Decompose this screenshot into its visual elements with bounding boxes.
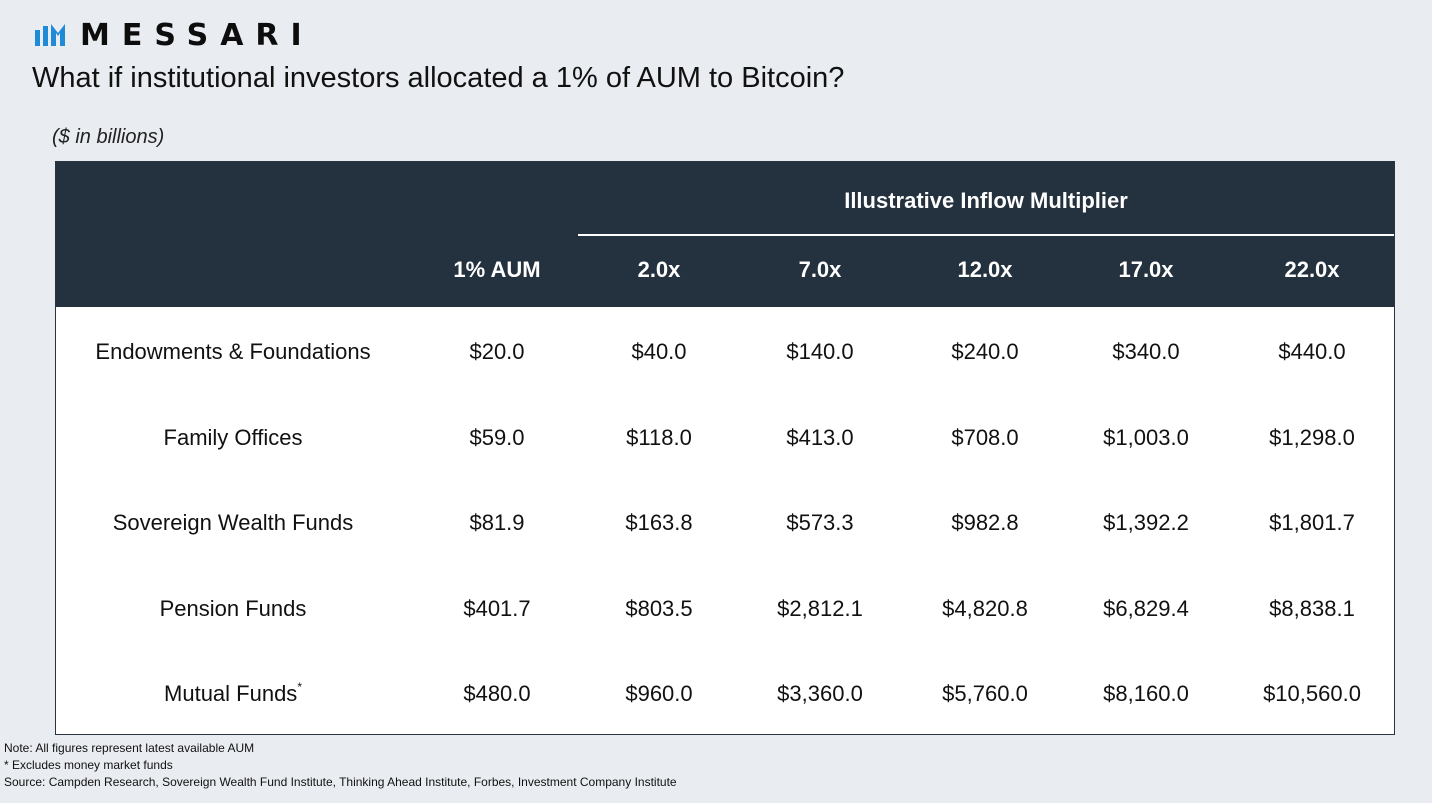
row-label-mutual-funds-text: Mutual Funds	[164, 681, 298, 706]
header-divider	[578, 234, 1394, 236]
row-label-sovereign-wealth: Sovereign Wealth Funds	[112, 510, 354, 535]
row-label-mutual-funds: Mutual Funds*	[164, 679, 302, 707]
messari-logo: MESSARI	[34, 17, 314, 53]
cell-mutual-funds-7x: $3,360.0	[777, 681, 863, 706]
cell-endowments-7x: $140.0	[786, 339, 854, 364]
cell-family-offices-12x: $708.0	[951, 424, 1019, 450]
cell-pension-funds-17x: $6,829.4	[1103, 595, 1189, 621]
cell-mutual-funds-2x: $960.0	[625, 681, 693, 706]
mutual-funds-asterisk: *	[297, 679, 302, 694]
cell-family-offices-7x: $413.0	[786, 424, 854, 450]
column-header-17x: 17.0x	[1118, 257, 1174, 282]
messari-wordmark: MESSARI	[80, 17, 314, 53]
column-header-7x: 7.0x	[798, 257, 842, 282]
cell-family-offices-2x: $118.0	[626, 424, 692, 450]
inflow-multiplier-header: Illustrative Inflow Multiplier	[844, 188, 1128, 213]
cell-sovereign-wealth-7x: $573.3	[786, 510, 854, 535]
cell-mutual-funds-17x: $8,160.0	[1103, 681, 1189, 706]
cell-sovereign-wealth-2x: $163.8	[625, 510, 693, 535]
cell-sovereign-wealth-12x: $982.8	[951, 510, 1019, 535]
table-header: Illustrative Inflow Multiplier 1% AUM 2.…	[56, 162, 1394, 307]
cell-endowments-12x: $240.0	[951, 339, 1019, 364]
cell-mutual-funds-1pct: $480.0	[463, 681, 531, 706]
cell-pension-funds-12x: $4,820.8	[942, 595, 1028, 621]
cell-pension-funds-1pct: $401.7	[463, 595, 531, 621]
footnote-exclusion: * Excludes money market funds	[4, 758, 173, 772]
cell-sovereign-wealth-17x: $1,392.2	[1103, 510, 1189, 535]
cell-endowments-2x: $40.0	[631, 339, 687, 364]
chart-title: What if institutional investors allocate…	[32, 62, 845, 94]
column-header-1pct-aum: 1% AUM	[453, 257, 541, 282]
cell-family-offices-17x: $1,003.0	[1103, 424, 1189, 450]
row-label-pension-funds: Pension Funds	[159, 595, 307, 621]
column-header-12x: 12.0x	[957, 257, 1013, 282]
cell-pension-funds-22x: $8,838.1	[1269, 595, 1355, 621]
column-header-22x: 22.0x	[1284, 257, 1340, 282]
cell-pension-funds-2x: $803.5	[625, 595, 693, 621]
cell-endowments-22x: $440.0	[1278, 339, 1346, 364]
cell-mutual-funds-22x: $10,560.0	[1263, 681, 1361, 706]
column-header-2x: 2.0x	[637, 257, 681, 282]
footnote-note: Note: All figures represent latest avail…	[4, 741, 255, 755]
row-label-family-offices: Family Offices	[163, 424, 303, 450]
messari-logo-icon	[35, 24, 65, 46]
cell-family-offices-22x: $1,298.0	[1269, 424, 1355, 450]
units-label: ($ in billions)	[52, 126, 165, 148]
cell-sovereign-wealth-22x: $1,801.7	[1269, 510, 1355, 535]
allocation-table: Illustrative Inflow Multiplier 1% AUM 2.…	[55, 161, 1395, 735]
cell-family-offices-1pct: $59.0	[469, 424, 525, 450]
cell-sovereign-wealth-1pct: $81.9	[469, 510, 525, 535]
cell-endowments-1pct: $20.0	[469, 339, 525, 364]
cell-pension-funds-7x: $2,812.1	[777, 595, 863, 621]
cell-mutual-funds-12x: $5,760.0	[942, 681, 1028, 706]
cell-endowments-17x: $340.0	[1112, 339, 1180, 364]
footnote-source: Source: Campden Research, Sovereign Weal…	[4, 775, 677, 789]
row-label-endowments: Endowments & Foundations	[95, 339, 371, 364]
footnotes: Note: All figures represent latest avail…	[4, 740, 677, 791]
